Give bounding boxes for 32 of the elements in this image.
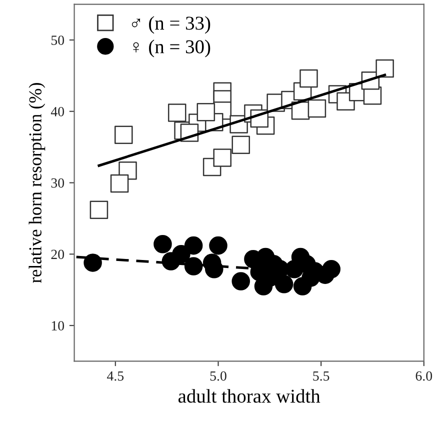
y-tick-label: 30	[51, 178, 64, 188]
point	[322, 260, 340, 278]
legend-label: ♂ (n = 33)	[132, 16, 210, 34]
point	[308, 99, 326, 118]
x-tick-label: 5.5	[313, 371, 330, 381]
point	[110, 174, 129, 193]
y-axis-title: relative horn resorption (%)	[28, 83, 46, 283]
point	[84, 254, 102, 272]
point	[232, 272, 250, 290]
x-tick-label: 4.5	[107, 371, 124, 381]
point	[213, 148, 232, 167]
point	[114, 126, 133, 144]
point	[300, 69, 318, 88]
y-tick-label: 10	[52, 321, 64, 330]
point	[184, 257, 203, 276]
x-axis-title: adult thorax width	[178, 389, 320, 403]
point	[376, 59, 394, 78]
y-tick-label: 40	[50, 106, 64, 116]
x-tick-label: 6.0	[416, 371, 432, 381]
point	[232, 136, 250, 154]
y-tick-label: 20	[51, 250, 64, 260]
point	[196, 102, 216, 122]
point	[274, 274, 294, 294]
point	[168, 104, 186, 122]
point	[250, 262, 268, 282]
x-tick-label: 5.0	[210, 371, 226, 381]
point	[209, 236, 228, 255]
point	[154, 235, 172, 254]
point	[184, 236, 203, 255]
y-tick-label: 50	[51, 36, 64, 45]
legend-label: ♀ (n = 30)	[133, 40, 210, 58]
point	[90, 200, 108, 220]
